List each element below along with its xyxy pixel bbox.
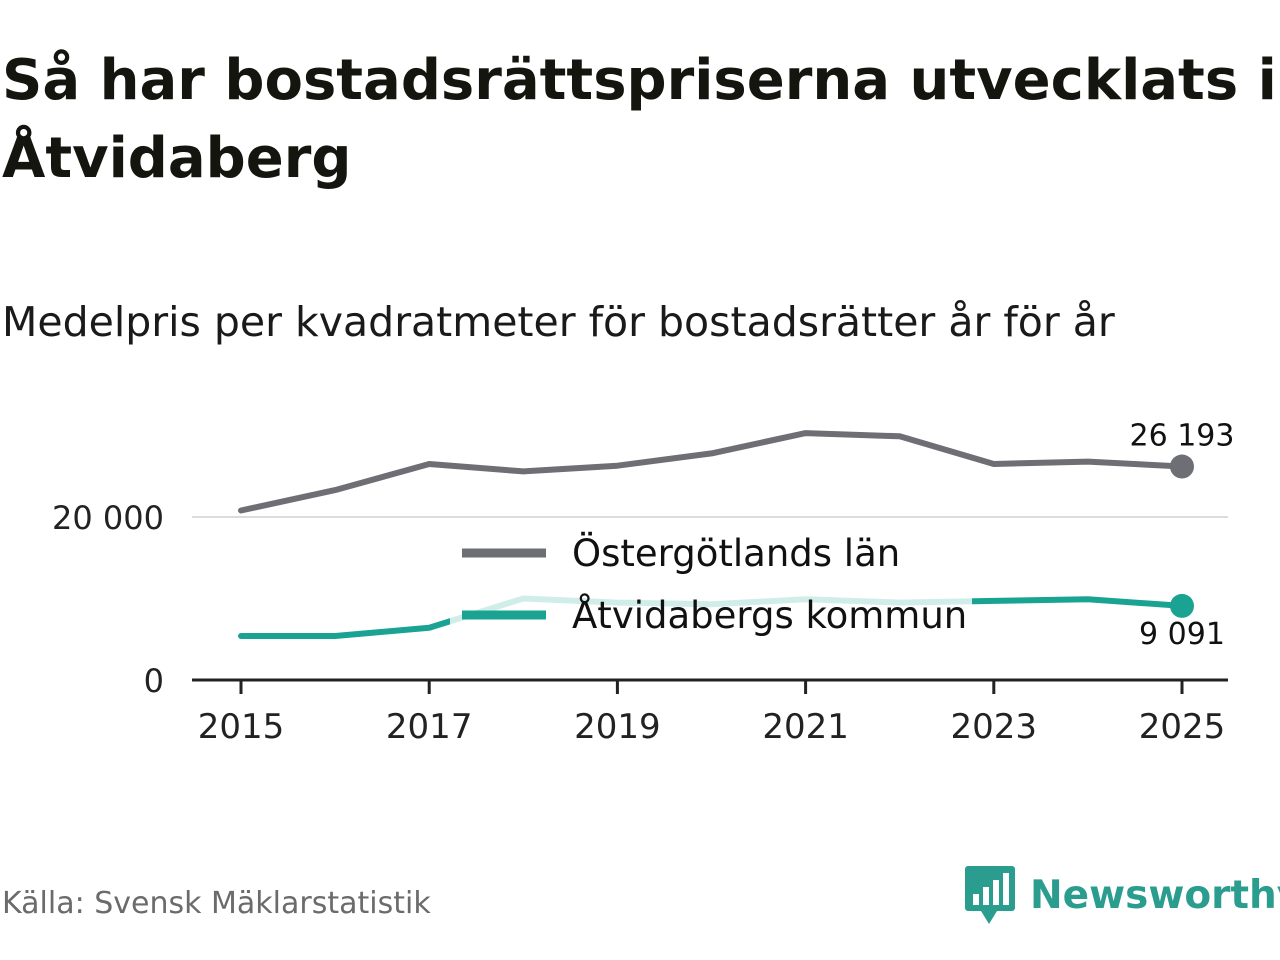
x-tick-label: 2025 bbox=[1139, 707, 1226, 747]
y-axis-labels: 0 20 000 bbox=[52, 499, 164, 700]
legend-label-1: Åtvidabergs kommun bbox=[572, 593, 967, 637]
chart-subtitle: Medelpris per kvadratmeter för bostadsrä… bbox=[2, 298, 1115, 346]
legend-label-0: Östergötlands län bbox=[572, 532, 900, 575]
end-marker-0 bbox=[1170, 454, 1194, 479]
bar-chart-speech-bubble-icon bbox=[965, 866, 1015, 924]
end-value-label-1: 9 091 bbox=[1139, 617, 1225, 652]
y-tick-label: 0 bbox=[144, 662, 164, 700]
y-tick-label: 20 000 bbox=[52, 499, 164, 537]
end-value-label-0: 26 193 bbox=[1130, 419, 1235, 454]
end-marker-1 bbox=[1170, 593, 1194, 618]
x-tick-label: 2021 bbox=[762, 707, 849, 747]
x-tick-label: 2015 bbox=[198, 707, 285, 747]
x-tick-label: 2023 bbox=[951, 707, 1038, 747]
brand-name: Newsworthy bbox=[1030, 872, 1280, 918]
legend[interactable]: Östergötlands län Åtvidabergs kommun bbox=[450, 519, 972, 645]
series-line-0 bbox=[238, 430, 1185, 514]
chart-title: Så har bostadsrättspriserna utvecklats i… bbox=[2, 48, 1277, 191]
source-note: Källa: Svensk Mäklarstatistik bbox=[2, 886, 431, 921]
end-labels: 26 193 9 091 bbox=[1130, 419, 1235, 652]
x-tick-label: 2017 bbox=[386, 707, 473, 747]
brand-logo[interactable]: Newsworthy bbox=[964, 864, 1280, 926]
legend-background bbox=[450, 519, 972, 645]
x-tick-label: 2019 bbox=[574, 707, 661, 747]
x-axis: 2015 2017 2019 2021 2023 2025 bbox=[192, 678, 1228, 747]
